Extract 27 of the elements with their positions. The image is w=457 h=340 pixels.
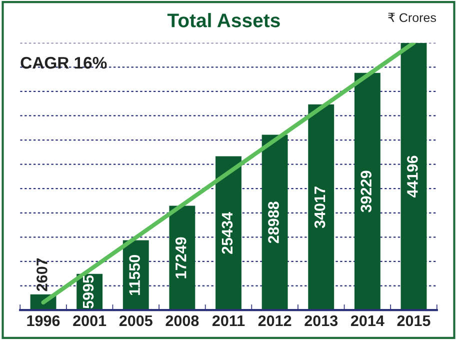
bar [262, 134, 288, 310]
x-tick-label: 2008 [166, 315, 199, 326]
chart-title: Total Assets [167, 13, 280, 28]
data-label: 44196 [407, 156, 418, 198]
data-label: 2607 [36, 258, 48, 292]
x-tick-label: 2015 [397, 315, 430, 326]
data-label: 5995 [82, 275, 94, 308]
x-tick-label: 2001 [73, 315, 106, 326]
bar [354, 72, 380, 310]
data-label: 11550 [129, 254, 140, 296]
x-tick-label: 2011 [212, 315, 245, 326]
annotation: CAGR 16% [20, 56, 107, 69]
x-tick-label: 2014 [350, 315, 384, 326]
text: ₹ Crores [388, 12, 436, 22]
x-tick-label: 2012 [258, 315, 292, 326]
bar [169, 206, 196, 310]
bar [308, 104, 334, 310]
data-label: 25434 [222, 212, 233, 254]
x-tick-label: 1996 [27, 315, 60, 326]
bar [216, 156, 242, 310]
bar [400, 42, 427, 310]
data-label: 34017 [314, 186, 326, 228]
data-label: 17249 [175, 237, 186, 278]
x-tick-label: 2005 [119, 315, 152, 326]
data-label: 39229 [360, 170, 372, 212]
data-label: 28988 [268, 202, 279, 244]
x-tick-label: 2013 [304, 315, 338, 326]
